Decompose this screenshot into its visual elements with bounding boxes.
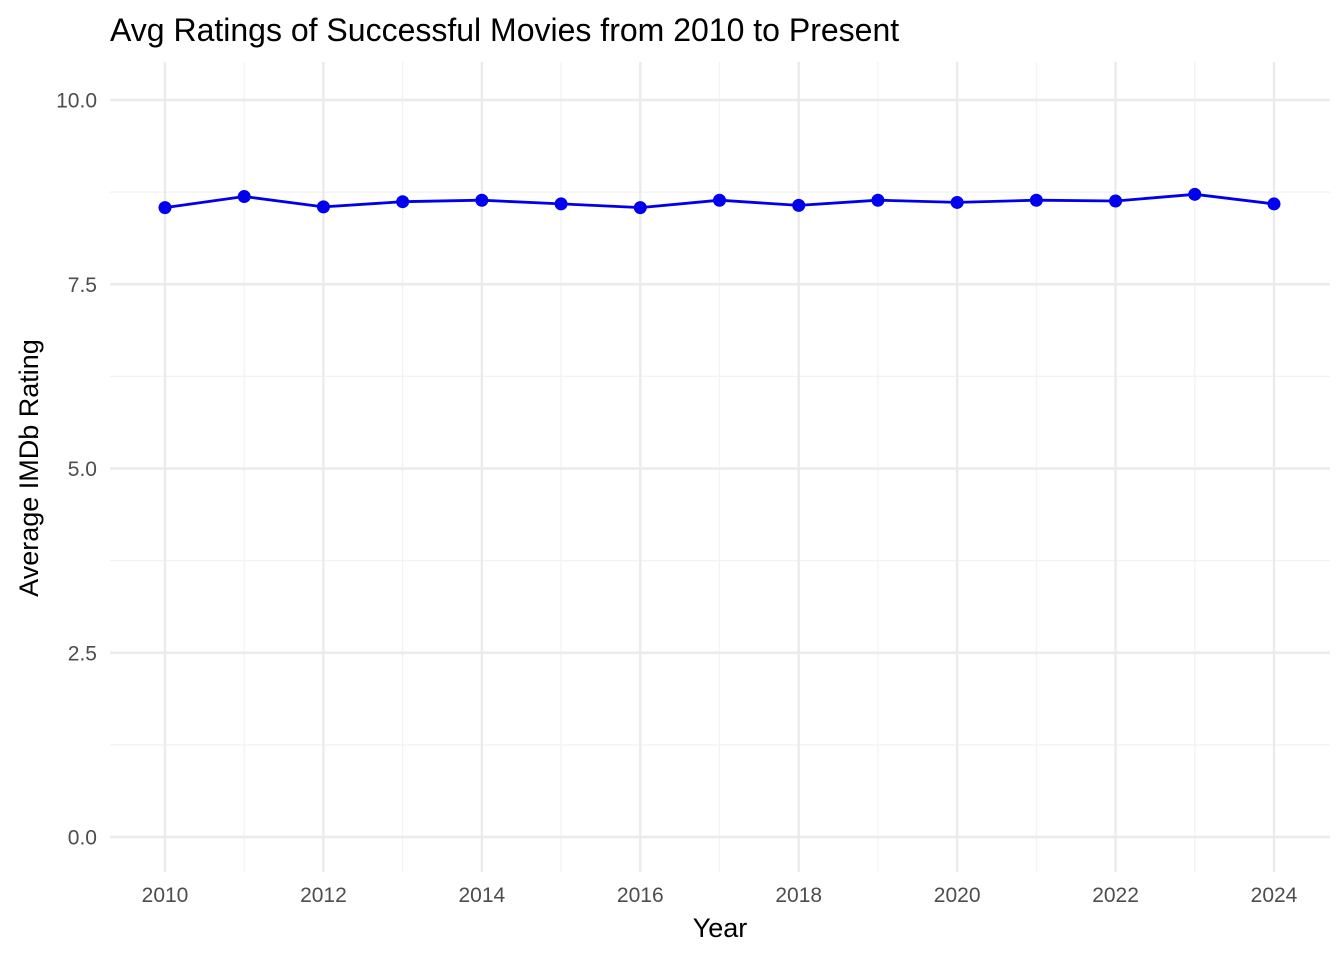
data-point: [396, 195, 410, 209]
data-point: [1188, 187, 1202, 201]
y-tick-label: 5.0: [68, 458, 97, 481]
chart-title: Avg Ratings of Successful Movies from 20…: [110, 12, 899, 48]
data-point: [792, 198, 806, 212]
y-tick-label: 10.0: [56, 90, 97, 113]
x-tick-label: 2022: [1092, 884, 1139, 907]
y-tick-label: 2.5: [68, 642, 97, 665]
x-tick-label: 2024: [1251, 884, 1298, 907]
series-layer: [158, 187, 1281, 215]
x-axis-title: Year: [693, 913, 748, 943]
x-tick-label: 2010: [142, 884, 189, 907]
data-point: [950, 195, 964, 209]
y-tick-label: 7.5: [68, 274, 97, 297]
x-axis-tick-labels: 2010 2012 2014 2016 2018 2020 2022 2024: [142, 884, 1298, 907]
x-tick-label: 2014: [458, 884, 505, 907]
y-axis-title: Average IMDb Rating: [14, 339, 44, 597]
x-tick-label: 2012: [300, 884, 347, 907]
data-point: [871, 193, 885, 207]
data-point: [633, 201, 647, 215]
data-point: [316, 200, 330, 214]
data-point: [475, 193, 489, 207]
y-axis-tick-labels: 0.0 2.5 5.0 7.5 10.0: [56, 90, 97, 850]
x-tick-label: 2020: [934, 884, 981, 907]
data-point: [158, 201, 172, 215]
data-point: [1109, 194, 1123, 208]
data-point: [237, 190, 251, 204]
y-tick-label: 0.0: [68, 827, 97, 850]
data-point: [1267, 197, 1281, 211]
x-tick-label: 2016: [617, 884, 664, 907]
data-point: [554, 197, 568, 211]
data-point: [713, 193, 726, 207]
x-tick-label: 2018: [775, 884, 822, 907]
data-point: [1029, 193, 1043, 207]
